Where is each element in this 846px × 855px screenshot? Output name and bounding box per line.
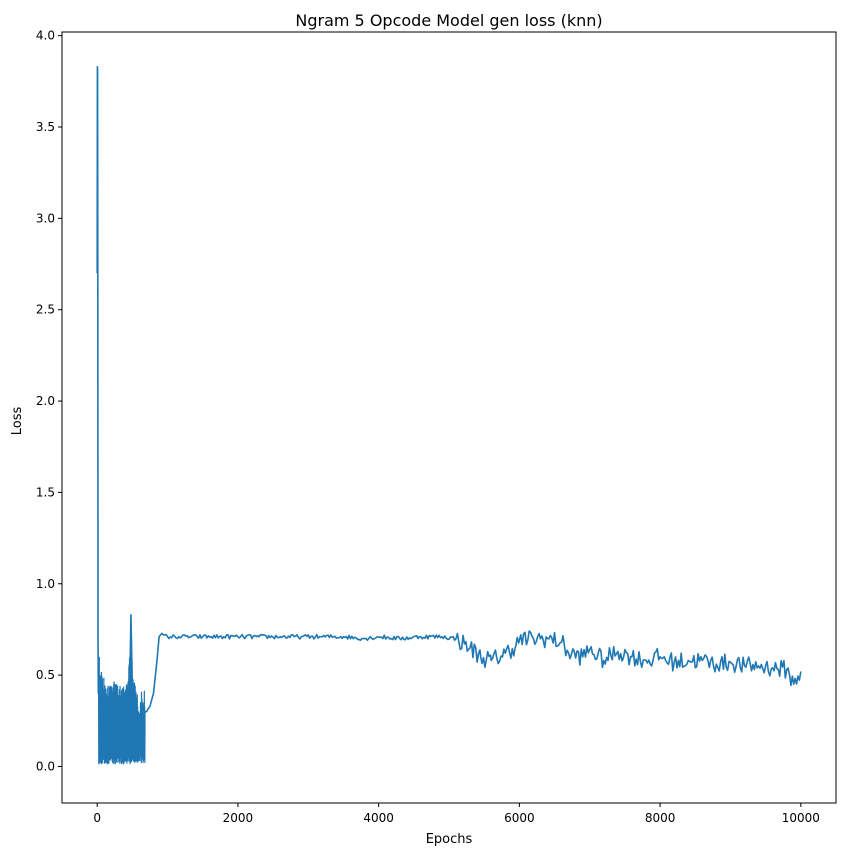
y-tick-label: 0.0 <box>36 759 55 773</box>
x-tick-label: 10000 <box>782 811 820 825</box>
plot-frame <box>61 31 837 804</box>
y-tick-label: 0.5 <box>36 668 55 682</box>
y-tick-label: 2.5 <box>36 303 55 317</box>
x-tick-label: 6000 <box>504 811 535 825</box>
y-tick-label: 2.0 <box>36 394 55 408</box>
x-tick-label: 0 <box>93 811 101 825</box>
y-tick-label: 4.0 <box>36 29 55 43</box>
x-axis-ticks: 0 2000 4000 6000 8000 10000 <box>93 803 820 825</box>
chart-title: Ngram 5 Opcode Model gen loss (knn) <box>295 11 602 30</box>
x-tick-label: 2000 <box>223 811 254 825</box>
loss-series-line <box>96 65 802 717</box>
x-axis-label: Epochs <box>426 832 473 847</box>
y-tick-label: 3.5 <box>36 120 55 134</box>
x-tick-label: 8000 <box>645 811 676 825</box>
x-tick-label: 4000 <box>363 811 394 825</box>
y-tick-label: 1.5 <box>36 485 55 499</box>
y-axis-label: Loss <box>10 407 25 436</box>
loss-noise-band <box>97 656 146 765</box>
y-axis-ticks: 0.0 0.5 1.0 1.5 2.0 2.5 3.0 3.5 4.0 <box>36 29 62 773</box>
noise-band-path <box>97 656 146 765</box>
y-tick-label: 1.0 <box>36 577 55 591</box>
y-tick-label: 3.0 <box>36 211 55 225</box>
